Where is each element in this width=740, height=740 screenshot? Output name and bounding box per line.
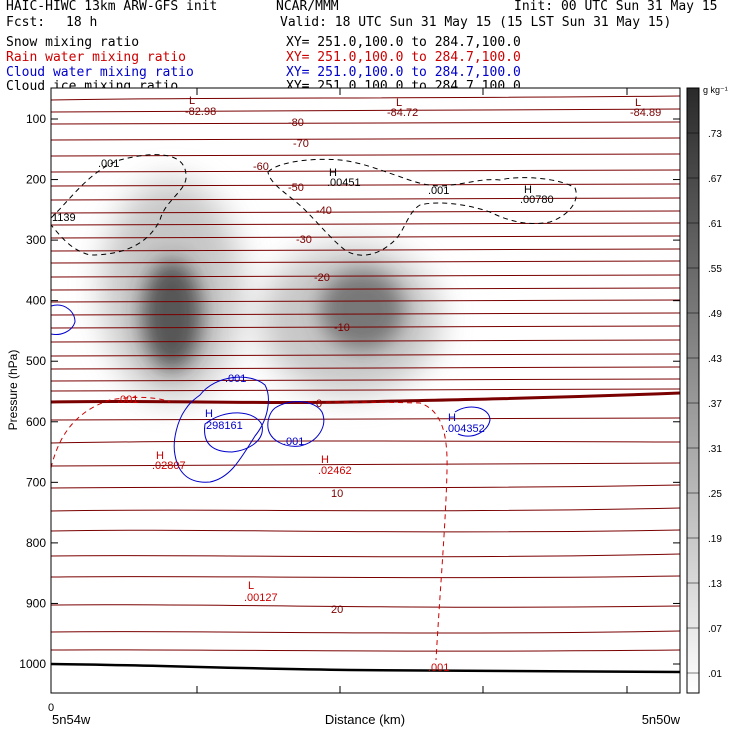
low-temp-value-2: -84.72 bbox=[387, 107, 418, 119]
temp-label-10: 10 bbox=[331, 488, 343, 500]
low-temp-marker-1: L bbox=[189, 95, 195, 107]
rain-low-value: .00127 bbox=[244, 592, 278, 604]
init-time: Init: 00 UTC Sun 31 May 15 bbox=[514, 0, 718, 14]
rain-contour-label-2: .001 bbox=[428, 662, 449, 674]
colorbar-ticks: .73 .67 .61 .55 .49 .43 .37 .31 .25 .19 .13 .07 .01 bbox=[687, 129, 722, 680]
cloud-ice-contours bbox=[51, 154, 577, 256]
ice-high-value-1: .00451 bbox=[327, 177, 361, 189]
rain-high-value-2: .02462 bbox=[318, 465, 352, 477]
low-temp-value-3: -84.89 bbox=[630, 107, 661, 119]
ice-high-marker-2: H bbox=[524, 184, 532, 196]
x-axis-ticks bbox=[50, 88, 628, 693]
valid-time: Valid: 18 UTC Sun 31 May 15 (15 LST Sun … bbox=[280, 15, 672, 30]
x-axis-title: Distance (km) bbox=[325, 712, 405, 727]
colorbar-label-1: .67 bbox=[708, 174, 722, 185]
ice-contour-label-3: 1139 bbox=[52, 212, 76, 224]
y-tick-label-500: 500 bbox=[26, 354, 46, 368]
colorbar-label-11: .07 bbox=[708, 624, 722, 635]
y-axis-title: Pressure (hPa) bbox=[6, 350, 20, 431]
ice-high-marker-1: H bbox=[329, 167, 337, 179]
cloud-water-high-marker-1: H bbox=[205, 408, 213, 420]
cloud-water-high-marker-2: H bbox=[448, 412, 456, 424]
temp-label-minus-30: -30 bbox=[296, 234, 312, 246]
x-origin-label: 0 bbox=[48, 702, 54, 714]
y-tick-label-600: 600 bbox=[26, 415, 46, 429]
temp-label-minus-60: -60 bbox=[253, 161, 269, 173]
freezing-level-contour bbox=[51, 391, 680, 405]
y-tick-label-400: 400 bbox=[26, 294, 46, 308]
colorbar-label-6: .37 bbox=[708, 399, 722, 410]
low-temp-marker-2: L bbox=[396, 97, 402, 109]
field-cloud-water-xy: XY= 251.0,100.0 to 284.7,100.0 bbox=[286, 65, 521, 80]
low-temp-value-1: -82.98 bbox=[185, 106, 216, 118]
ice-contour-label-1: .001 bbox=[98, 158, 119, 170]
colorbar-label-8: .25 bbox=[708, 489, 722, 500]
y-tick-label-300: 300 bbox=[26, 233, 46, 247]
field-rain-label: Rain water mixing ratio bbox=[6, 50, 187, 65]
temp-label-minus-20: -20 bbox=[314, 272, 330, 284]
field-snow-xy: XY= 251.0,100.0 to 284.7,100.0 bbox=[286, 35, 521, 50]
colorbar-label-0: .73 bbox=[708, 129, 722, 140]
rain-high-value-1: .02807 bbox=[152, 460, 186, 472]
colorbar: .73.67.61.55.49.43.37.31.25.19.13.07.01 … bbox=[686, 85, 728, 694]
rain-high-marker-1: H bbox=[156, 450, 164, 462]
cloud-water-contour-label-1: .001 bbox=[225, 373, 246, 385]
cloud-water-contours bbox=[51, 304, 491, 483]
y-tick-label-1000: 1000 bbox=[19, 657, 46, 671]
rain-water-contours bbox=[51, 396, 448, 661]
y-tick-label-700: 700 bbox=[26, 475, 46, 489]
field-snow-label: Snow mixing ratio bbox=[6, 35, 140, 50]
colorbar-label-3: .55 bbox=[708, 264, 722, 275]
rain-contour-label-1: .001 bbox=[117, 394, 138, 406]
cloud-water-high-value-2: .004352 bbox=[445, 423, 485, 435]
temp-label-20: 20 bbox=[331, 604, 343, 616]
temp-label-zero: 0 bbox=[316, 398, 322, 410]
ice-high-value-2: .00780 bbox=[520, 194, 554, 206]
contour-value-labels: .001 .001 1139 .001 .001 .001 .001 bbox=[52, 158, 449, 674]
ice-contour-label-2: .001 bbox=[428, 185, 449, 197]
title-center: NCAR/MMM bbox=[276, 0, 339, 14]
cloud-water-high-value-1: .298161 bbox=[203, 420, 243, 432]
rain-high-marker-2: H bbox=[321, 454, 329, 466]
forecast-hour: 18 h bbox=[66, 15, 98, 30]
colorbar-label-10: .13 bbox=[708, 579, 722, 590]
extrema-labels: L -82.98 L -84.72 L -84.89 H .00451 H .0… bbox=[152, 95, 661, 604]
colorbar-label-5: .43 bbox=[708, 354, 722, 365]
colorbar-label-4: .49 bbox=[708, 309, 722, 320]
field-cloud-water-label: Cloud water mixing ratio bbox=[6, 65, 194, 80]
colorbar-unit: g kg⁻¹ bbox=[703, 85, 728, 95]
temperature-labels: -80 -70 -60 -50 -40 -30 -20 -10 0 10 20 bbox=[253, 117, 350, 616]
colorbar-label-12: .01 bbox=[708, 669, 722, 680]
temp-label-minus-40: -40 bbox=[316, 205, 332, 217]
plot-frame bbox=[50, 87, 681, 694]
colorbar-ramp bbox=[686, 87, 700, 694]
y-tick-label-800: 800 bbox=[26, 536, 46, 550]
title-left: HAIC-HIWC 13km ARW-GFS init bbox=[6, 0, 218, 14]
colorbar-label-2: .61 bbox=[708, 219, 722, 230]
temp-label-minus-80: -80 bbox=[288, 117, 304, 129]
temp-label-minus-70: -70 bbox=[293, 138, 309, 150]
rain-low-marker: L bbox=[248, 580, 254, 592]
y-tick-label-100: 100 bbox=[26, 112, 46, 126]
y-tick-label-900: 900 bbox=[26, 596, 46, 610]
surface-line bbox=[51, 662, 680, 674]
temperature-contours bbox=[51, 95, 680, 652]
colorbar-label-7: .31 bbox=[708, 444, 722, 455]
colorbar-label-9: .19 bbox=[708, 534, 722, 545]
low-temp-marker-3: L bbox=[635, 97, 641, 109]
y-tick-label-200: 200 bbox=[26, 173, 46, 187]
cloud-water-contour-label-2: .001 bbox=[283, 436, 304, 448]
field-rain-xy: XY= 251.0,100.0 to 284.7,100.0 bbox=[286, 50, 521, 65]
x-right-label: 5n50w bbox=[642, 712, 681, 727]
forecast-label: Fcst: bbox=[6, 15, 46, 30]
temp-label-minus-50: -50 bbox=[288, 182, 304, 194]
x-left-label: 5n54w bbox=[52, 712, 91, 727]
temp-label-minus-10: -10 bbox=[334, 322, 350, 334]
